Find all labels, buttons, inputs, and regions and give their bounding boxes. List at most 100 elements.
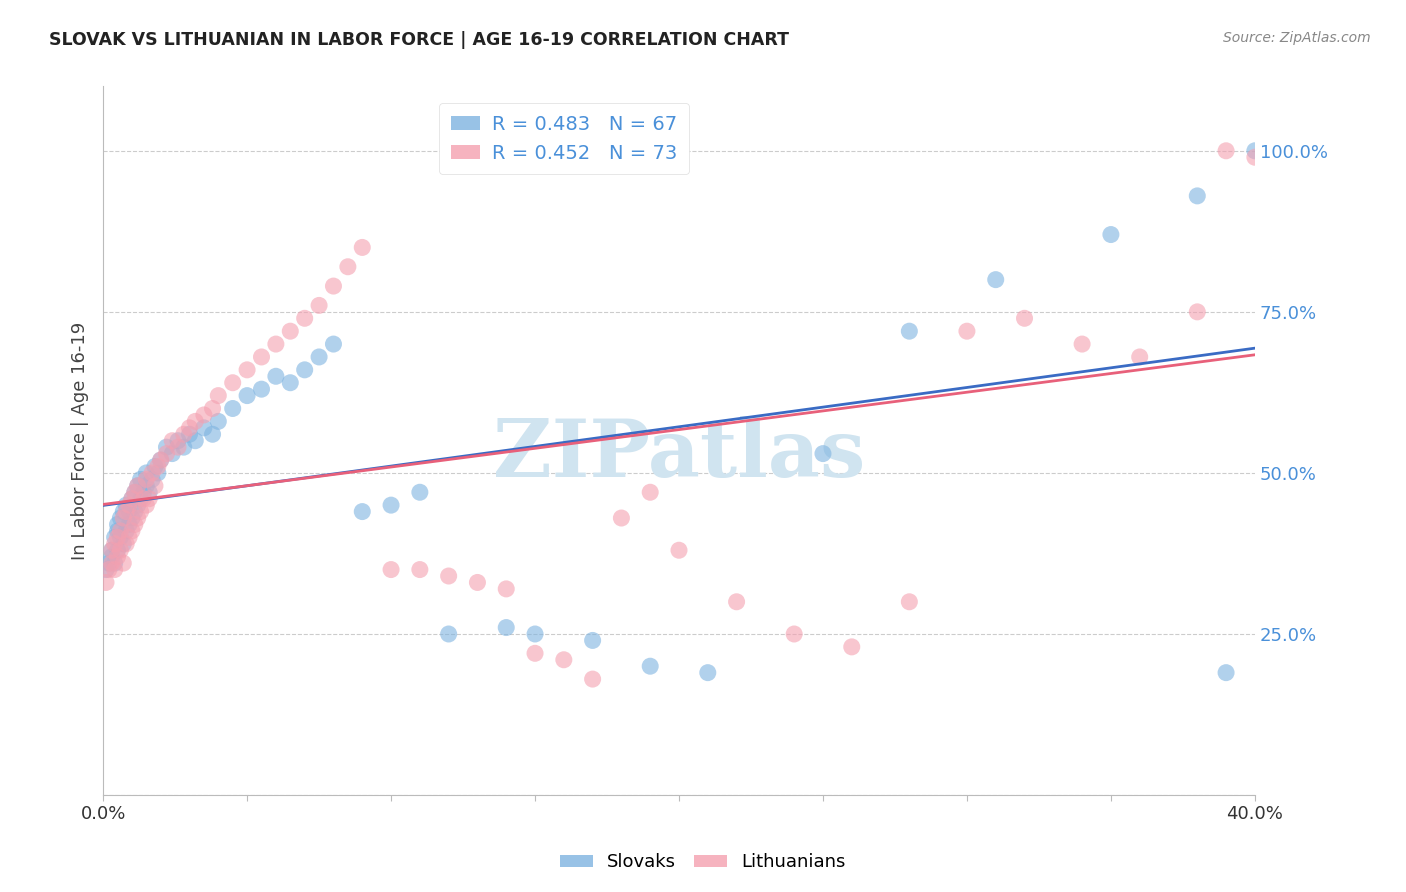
Point (107, 549, 129, 564)
Point (160, 434, 183, 448)
Point (236, 363, 259, 377)
Point (112, 505, 135, 519)
Y-axis label: In Labor Force | Age 16-19: In Labor Force | Age 16-19 (72, 322, 89, 560)
Point (278, 376, 301, 390)
Point (141, 472, 163, 486)
Point (112, 511, 135, 525)
Point (380, 563, 402, 577)
Point (783, 627, 806, 641)
Point (956, 324, 979, 338)
Point (94, 563, 117, 577)
Point (110, 543, 132, 558)
Point (1244, 144, 1267, 158)
Point (308, 350, 330, 364)
Point (236, 389, 259, 403)
Point (135, 472, 157, 486)
Point (581, 633, 603, 648)
Point (129, 505, 152, 519)
Point (495, 621, 517, 635)
Point (127, 479, 149, 493)
Point (141, 466, 163, 480)
Point (124, 485, 146, 500)
Text: SLOVAK VS LITHUANIAN IN LABOR FORCE | AGE 16-19 CORRELATION CHART: SLOVAK VS LITHUANIAN IN LABOR FORCE | AG… (49, 31, 789, 49)
Point (250, 350, 273, 364)
Point (725, 595, 748, 609)
Point (110, 530, 132, 544)
Point (129, 472, 152, 486)
Point (143, 479, 166, 493)
Point (495, 582, 517, 596)
Point (115, 505, 138, 519)
Point (409, 485, 432, 500)
Point (1272, 163, 1295, 178)
Point (668, 543, 690, 558)
Point (143, 459, 166, 474)
Point (100, 556, 122, 570)
Point (193, 408, 215, 422)
Point (107, 543, 129, 558)
Point (167, 434, 190, 448)
Point (409, 563, 432, 577)
Point (173, 427, 195, 442)
Point (149, 453, 172, 467)
Point (278, 324, 301, 338)
Point (155, 447, 177, 461)
Point (380, 498, 402, 512)
Point (167, 440, 190, 454)
Point (184, 434, 207, 448)
Point (127, 479, 149, 493)
Point (110, 511, 132, 525)
Point (138, 485, 160, 500)
Point (104, 537, 127, 551)
Point (193, 421, 215, 435)
Point (124, 485, 146, 500)
Point (184, 414, 207, 428)
Point (118, 530, 141, 544)
Point (610, 511, 633, 525)
Point (696, 665, 718, 680)
Point (898, 324, 921, 338)
Point (146, 459, 169, 474)
Point (264, 369, 287, 384)
Point (322, 279, 344, 293)
Point (124, 505, 146, 519)
Point (127, 498, 149, 512)
Legend: R = 0.483   N = 67, R = 0.452   N = 73: R = 0.483 N = 67, R = 0.452 N = 73 (439, 103, 689, 174)
Point (1129, 350, 1152, 364)
Point (160, 447, 183, 461)
Point (250, 382, 273, 396)
Point (112, 556, 135, 570)
Point (135, 479, 157, 493)
Point (97, 556, 120, 570)
Point (135, 498, 157, 512)
Point (1187, 189, 1209, 203)
Point (100, 543, 122, 558)
Point (138, 491, 160, 506)
Point (553, 653, 575, 667)
Point (811, 447, 834, 461)
Point (352, 240, 374, 254)
Point (100, 543, 122, 558)
Point (222, 376, 245, 390)
Point (115, 524, 138, 538)
Point (129, 491, 152, 506)
Point (841, 640, 863, 654)
Point (118, 498, 141, 512)
Point (115, 537, 138, 551)
Point (110, 524, 132, 538)
Point (437, 627, 460, 641)
Point (100, 549, 122, 564)
Point (97, 563, 120, 577)
Point (352, 505, 374, 519)
Point (179, 421, 201, 435)
Point (104, 556, 127, 570)
Point (207, 389, 229, 403)
Point (1071, 337, 1094, 351)
Point (322, 337, 344, 351)
Point (121, 491, 143, 506)
Point (118, 505, 141, 519)
Point (524, 627, 547, 641)
Point (638, 485, 661, 500)
Point (107, 530, 129, 544)
Text: ZIPatlas: ZIPatlas (494, 416, 865, 494)
